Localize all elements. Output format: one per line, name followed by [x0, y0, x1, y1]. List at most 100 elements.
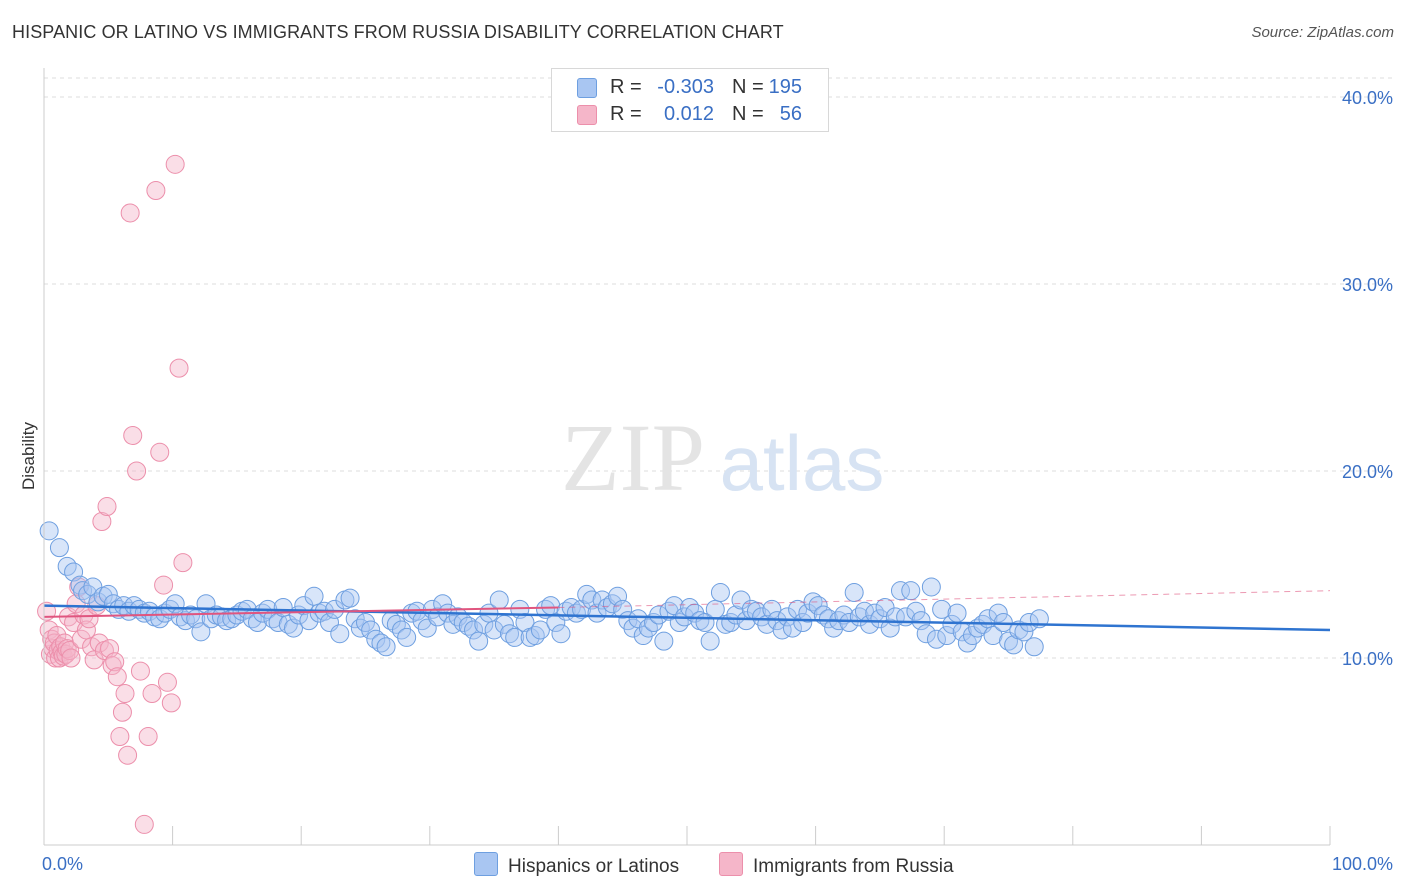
data-point-russia: [110, 727, 130, 747]
y-axis-label: Disability: [19, 421, 38, 490]
data-point-russia: [61, 648, 81, 668]
source-label: Source: ZipAtlas.com: [1251, 24, 1394, 41]
data-point-hispanic: [464, 620, 484, 640]
chart-title: HISPANIC OR LATINO VS IMMIGRANTS FROM RU…: [12, 22, 784, 42]
data-point-russia: [134, 814, 154, 834]
data-point-russia: [165, 154, 185, 174]
data-point-russia: [157, 672, 177, 692]
data-point-hispanic: [1019, 612, 1039, 632]
data-point-hispanic: [98, 584, 118, 604]
data-point-hispanic: [525, 626, 545, 646]
legend-swatch-pink: [577, 105, 597, 125]
watermark: ZIP atlas: [561, 404, 884, 511]
data-point-hispanic: [942, 614, 962, 634]
data-point-russia: [112, 702, 132, 722]
data-point-hispanic: [860, 614, 880, 634]
data-point-hispanic: [73, 581, 93, 601]
x-tick-label: 0.0%: [42, 854, 83, 874]
legend-r-value: -0.303: [657, 76, 714, 98]
bottom-legend-label: Hispanics or Latinos: [508, 856, 680, 877]
watermark-zip: ZIP: [561, 404, 705, 511]
bottom-legend-hispanics[interactable]: Hispanics or Latinos: [474, 852, 679, 878]
data-point-russia: [161, 693, 181, 713]
data-point-hispanic: [1004, 635, 1024, 655]
data-point-hispanic: [345, 609, 365, 629]
data-point-russia: [107, 667, 127, 687]
x-tick-label: 100.0%: [1332, 854, 1393, 874]
legend-row-russia: R = 0.012 N = 56: [552, 101, 828, 127]
legend-swatch-blue: [577, 78, 597, 98]
data-point-hispanic: [906, 601, 926, 621]
data-point-hispanic: [458, 616, 478, 636]
data-point-hispanic: [880, 618, 900, 638]
data-point-hispanic: [844, 583, 864, 603]
data-point-hispanic: [649, 605, 669, 625]
data-point-hispanic: [654, 631, 674, 651]
data-point-hispanic: [793, 612, 813, 632]
data-point-russia: [154, 575, 174, 595]
data-point-hispanic: [191, 622, 211, 642]
trend-line-hispanics: [43, 604, 1331, 632]
data-point-hispanic: [515, 612, 535, 632]
data-point-hispanic: [340, 588, 360, 608]
data-point-russia: [102, 655, 122, 675]
legend-n-value: 56: [779, 103, 802, 125]
data-point-russia: [146, 181, 166, 200]
series-hispanics-or-latinos: [39, 521, 1049, 657]
data-point-hispanic: [937, 626, 957, 646]
data-point-hispanic: [489, 590, 509, 610]
y-tick-label: 30.0%: [1342, 275, 1393, 295]
data-point-russia: [97, 497, 117, 517]
data-point-hispanic: [932, 599, 952, 619]
trend-line-russia-extension: [558, 590, 1331, 609]
bottom-legend-swatch-blue: [474, 852, 498, 876]
data-point-hispanic: [798, 603, 818, 623]
data-point-hispanic: [1024, 637, 1044, 657]
data-point-russia: [142, 684, 162, 704]
data-point-hispanic: [566, 603, 586, 623]
data-point-hispanic: [916, 624, 936, 644]
data-point-hispanic: [1014, 622, 1034, 642]
data-point-russia: [56, 644, 76, 664]
data-point-hispanic: [901, 581, 921, 601]
bottom-legend-russia[interactable]: Immigrants from Russia: [719, 852, 954, 878]
legend-r-value: 0.012: [663, 103, 714, 125]
data-point-hispanic: [397, 627, 417, 647]
axis-layer: 10.0% 20.0% 30.0% 40.0% 0.0% 100.0%: [42, 68, 1393, 874]
data-point-russia: [115, 684, 135, 704]
grid-layer: [44, 77, 1392, 659]
data-point-hispanic: [505, 627, 525, 647]
data-point-russia: [123, 425, 143, 445]
data-point-hispanic: [361, 620, 381, 640]
legend-r-label: R =: [610, 76, 642, 98]
data-point-hispanic: [49, 538, 69, 558]
data-point-hispanic: [710, 583, 730, 603]
y-tick-label: 10.0%: [1342, 649, 1393, 669]
data-point-russia: [150, 442, 170, 462]
data-point-russia: [120, 203, 140, 223]
data-point-hispanic: [926, 629, 946, 649]
data-point-hispanic: [330, 624, 350, 644]
legend-n-label: N =: [732, 76, 764, 98]
legend-n-value: 195: [768, 76, 802, 98]
y-tick-label: 20.0%: [1342, 462, 1393, 482]
data-point-russia: [130, 661, 150, 681]
data-point-russia: [138, 727, 158, 747]
data-point-hispanic: [988, 603, 1008, 623]
data-point-hispanic: [407, 601, 427, 621]
data-point-hispanic: [469, 631, 489, 651]
data-point-russia: [173, 553, 193, 573]
data-point-hispanic: [484, 620, 504, 640]
bottom-legend-label: Immigrants from Russia: [753, 856, 954, 877]
data-point-hispanic: [947, 603, 967, 623]
data-point-hispanic: [500, 624, 520, 644]
data-point-hispanic: [530, 620, 550, 640]
data-point-russia: [105, 652, 125, 672]
data-point-russia: [60, 641, 80, 661]
data-point-hispanic: [623, 618, 643, 638]
data-point-russia: [71, 629, 91, 649]
data-point-hispanic: [705, 599, 725, 619]
trend-lines: [43, 590, 1331, 632]
data-point-hispanic: [613, 599, 633, 619]
y-tick-label: 40.0%: [1342, 88, 1393, 108]
